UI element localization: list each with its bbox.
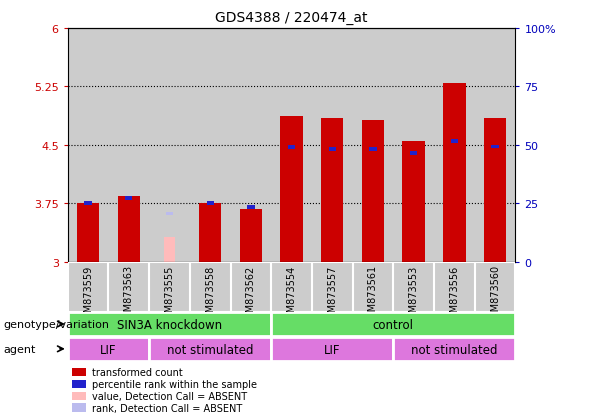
Bar (108, 262, 149, 312)
Bar (164, 237, 175, 262)
Bar (484, 119, 506, 262)
Text: GSM873561: GSM873561 (368, 265, 378, 324)
Bar (312, 29, 353, 262)
Text: SIN3A knockdown: SIN3A knockdown (117, 318, 222, 331)
Bar (321, 119, 343, 262)
Text: genotype/variation: genotype/variation (3, 320, 109, 330)
Text: agent: agent (3, 344, 35, 354)
Bar (271, 313, 515, 337)
Bar (271, 337, 393, 361)
Text: GSM873560: GSM873560 (490, 265, 500, 324)
Bar (149, 29, 190, 262)
Bar (271, 29, 312, 262)
Bar (68, 262, 108, 312)
Bar (475, 29, 515, 262)
Bar (84, 201, 92, 205)
Text: GSM873556: GSM873556 (449, 265, 459, 324)
Bar (353, 262, 393, 312)
Text: not stimulated: not stimulated (411, 343, 498, 356)
Bar (72, 404, 85, 412)
Bar (199, 203, 221, 262)
Bar (108, 29, 149, 262)
Text: GSM873563: GSM873563 (124, 265, 134, 324)
Bar (362, 121, 384, 262)
Text: not stimulated: not stimulated (167, 343, 253, 356)
Bar (190, 262, 230, 312)
Text: GSM873557: GSM873557 (327, 265, 337, 324)
Text: value, Detection Call = ABSENT: value, Detection Call = ABSENT (92, 391, 247, 401)
Bar (410, 152, 417, 155)
Bar (230, 262, 271, 312)
Bar (68, 29, 108, 262)
Text: control: control (373, 318, 414, 331)
Bar (240, 209, 262, 262)
Text: GSM873562: GSM873562 (246, 265, 256, 324)
Bar (72, 380, 85, 388)
Bar (72, 368, 85, 376)
Bar (475, 262, 515, 312)
Text: GSM873554: GSM873554 (287, 265, 296, 324)
Bar (166, 212, 173, 216)
Bar (72, 392, 85, 400)
Bar (271, 262, 312, 312)
Text: rank, Detection Call = ABSENT: rank, Detection Call = ABSENT (92, 403, 243, 413)
Bar (247, 206, 254, 210)
Bar (125, 197, 133, 200)
Bar (402, 142, 425, 262)
Bar (353, 29, 393, 262)
Bar (68, 313, 271, 337)
Text: GSM873553: GSM873553 (409, 265, 419, 324)
Bar (393, 262, 434, 312)
Title: GDS4388 / 220474_at: GDS4388 / 220474_at (216, 11, 368, 25)
Bar (118, 197, 140, 262)
Bar (68, 337, 149, 361)
Bar (393, 337, 515, 361)
Text: LIF: LIF (100, 343, 117, 356)
Bar (434, 29, 475, 262)
Bar (190, 29, 230, 262)
Bar (230, 29, 271, 262)
Text: GSM873555: GSM873555 (164, 265, 174, 324)
Bar (491, 145, 499, 149)
Bar (149, 262, 190, 312)
Bar (207, 201, 214, 205)
Bar (312, 262, 353, 312)
Bar (288, 146, 295, 150)
Bar (369, 147, 376, 152)
Text: transformed count: transformed count (92, 367, 183, 377)
Bar (77, 203, 100, 262)
Bar (443, 83, 465, 262)
Bar (393, 29, 434, 262)
Bar (451, 140, 458, 144)
Bar (434, 262, 475, 312)
Bar (329, 147, 336, 152)
Bar (149, 337, 271, 361)
Text: LIF: LIF (324, 343, 340, 356)
Text: GSM873558: GSM873558 (205, 265, 215, 324)
Text: GSM873559: GSM873559 (83, 265, 93, 324)
Bar (280, 117, 303, 262)
Text: percentile rank within the sample: percentile rank within the sample (92, 379, 257, 389)
